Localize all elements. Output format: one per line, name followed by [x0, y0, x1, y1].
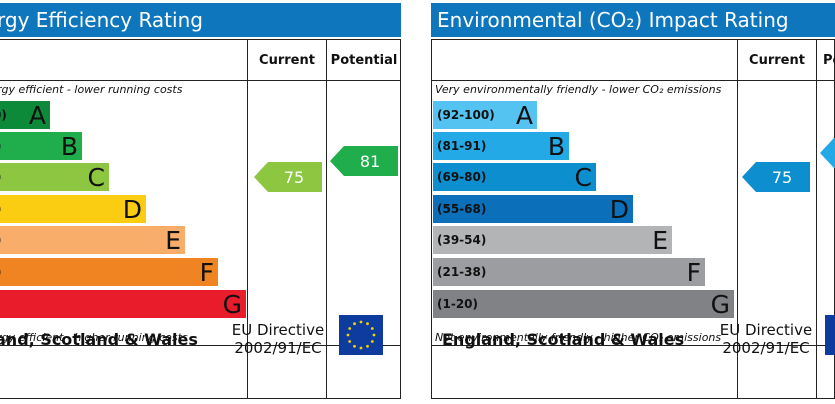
band-letter: D	[122, 195, 142, 224]
band-range: )	[0, 226, 1, 254]
eu-directive-line1: EU Directive	[719, 321, 813, 339]
band-b: ) B	[0, 132, 82, 161]
band-range: )	[0, 132, 1, 160]
band-range: (55-68)	[437, 202, 487, 216]
band-range: (21-38)	[437, 265, 487, 279]
rating-table: Current Po Very environmentally friendly…	[431, 39, 835, 399]
band-g: G	[0, 290, 246, 319]
potential-rating-marker: 81	[330, 146, 398, 176]
band-a: (92-100) A	[433, 101, 537, 130]
environmental-impact-panel: Environmental (CO₂) Impact Rating Curren…	[431, 3, 835, 399]
band-letter: B	[60, 132, 78, 161]
energy-efficiency-panel: rgy Efficiency Rating Current Potential …	[0, 3, 401, 399]
potential-column-header: Potential	[330, 53, 398, 68]
eu-flag-icon	[825, 315, 835, 355]
column-divider	[247, 40, 248, 398]
current-rating-marker: 75	[254, 162, 322, 192]
footer-country: and, Scotland & Wales	[0, 330, 198, 349]
eu-flag-icon	[339, 315, 383, 355]
band-letter: C	[574, 163, 592, 192]
column-divider	[326, 40, 327, 398]
band-letter: E	[165, 226, 181, 255]
band-f: (21-38) F	[433, 258, 705, 287]
column-divider	[737, 40, 738, 398]
current-column-header: Current	[749, 53, 805, 68]
band-e: (39-54) E	[433, 226, 672, 255]
bottom-note: rgy efficient - higher running costs	[0, 331, 188, 344]
band-range: 0)	[0, 108, 7, 122]
band-letter: B	[547, 132, 565, 161]
top-note: rgy efficient - lower running costs	[0, 83, 183, 96]
eu-directive-line1: EU Directive	[231, 321, 325, 339]
band-d: (55-68) D	[433, 195, 633, 224]
band-range: (81-91)	[437, 139, 487, 153]
band-e: ) E	[0, 226, 185, 255]
band-range: )	[0, 258, 1, 286]
band-range: (39-54)	[437, 233, 487, 247]
band-range: (92-100)	[437, 108, 495, 122]
eu-directive-line2: 2002/91/EC	[234, 339, 322, 357]
band-letter: E	[652, 226, 668, 255]
footer-divider	[432, 345, 834, 346]
footer-divider	[0, 345, 400, 346]
column-divider	[816, 40, 817, 398]
header-divider	[432, 80, 834, 81]
band-letter: D	[609, 195, 629, 224]
band-letter: A	[515, 101, 533, 130]
potential-column-header: Po	[823, 53, 835, 68]
chart-title: rgy Efficiency Rating	[0, 3, 401, 37]
band-g: (1-20) G	[433, 290, 734, 319]
band-letter: G	[222, 290, 242, 319]
band-c: (69-80) C	[433, 163, 596, 192]
band-range: (1-20)	[437, 297, 478, 311]
band-letter: A	[28, 101, 46, 130]
band-a: 0) A	[0, 101, 50, 130]
current-column-header: Current	[259, 53, 315, 68]
band-range: (69-80)	[437, 170, 487, 184]
eu-stars-icon	[346, 320, 376, 350]
eu-directive: EU Directive 2002/91/EC	[225, 319, 331, 359]
potential-rating-marker	[820, 138, 835, 168]
eu-directive-line2: 2002/91/EC	[722, 339, 810, 357]
band-letter: F	[199, 258, 214, 287]
band-range: )	[0, 163, 1, 191]
top-note: Very environmentally friendly - lower CO…	[435, 83, 722, 96]
band-f: ) F	[0, 258, 218, 287]
eu-directive: EU Directive 2002/91/EC	[713, 319, 819, 359]
chart-title: Environmental (CO₂) Impact Rating	[431, 3, 835, 37]
band-b: (81-91) B	[433, 132, 569, 161]
band-range: )	[0, 195, 1, 223]
bottom-note: Not environmentally friendly - higher CO…	[435, 331, 722, 344]
header-divider	[0, 80, 400, 81]
band-c: ) C	[0, 163, 109, 192]
band-letter: C	[87, 163, 105, 192]
rating-table: Current Potential rgy efficient - lower …	[0, 39, 401, 399]
band-letter: F	[686, 258, 701, 287]
band-d: ) D	[0, 195, 146, 224]
band-letter: G	[710, 290, 730, 319]
current-rating-marker: 75	[742, 162, 810, 192]
footer-country: England, Scotland & Wales	[442, 330, 685, 349]
